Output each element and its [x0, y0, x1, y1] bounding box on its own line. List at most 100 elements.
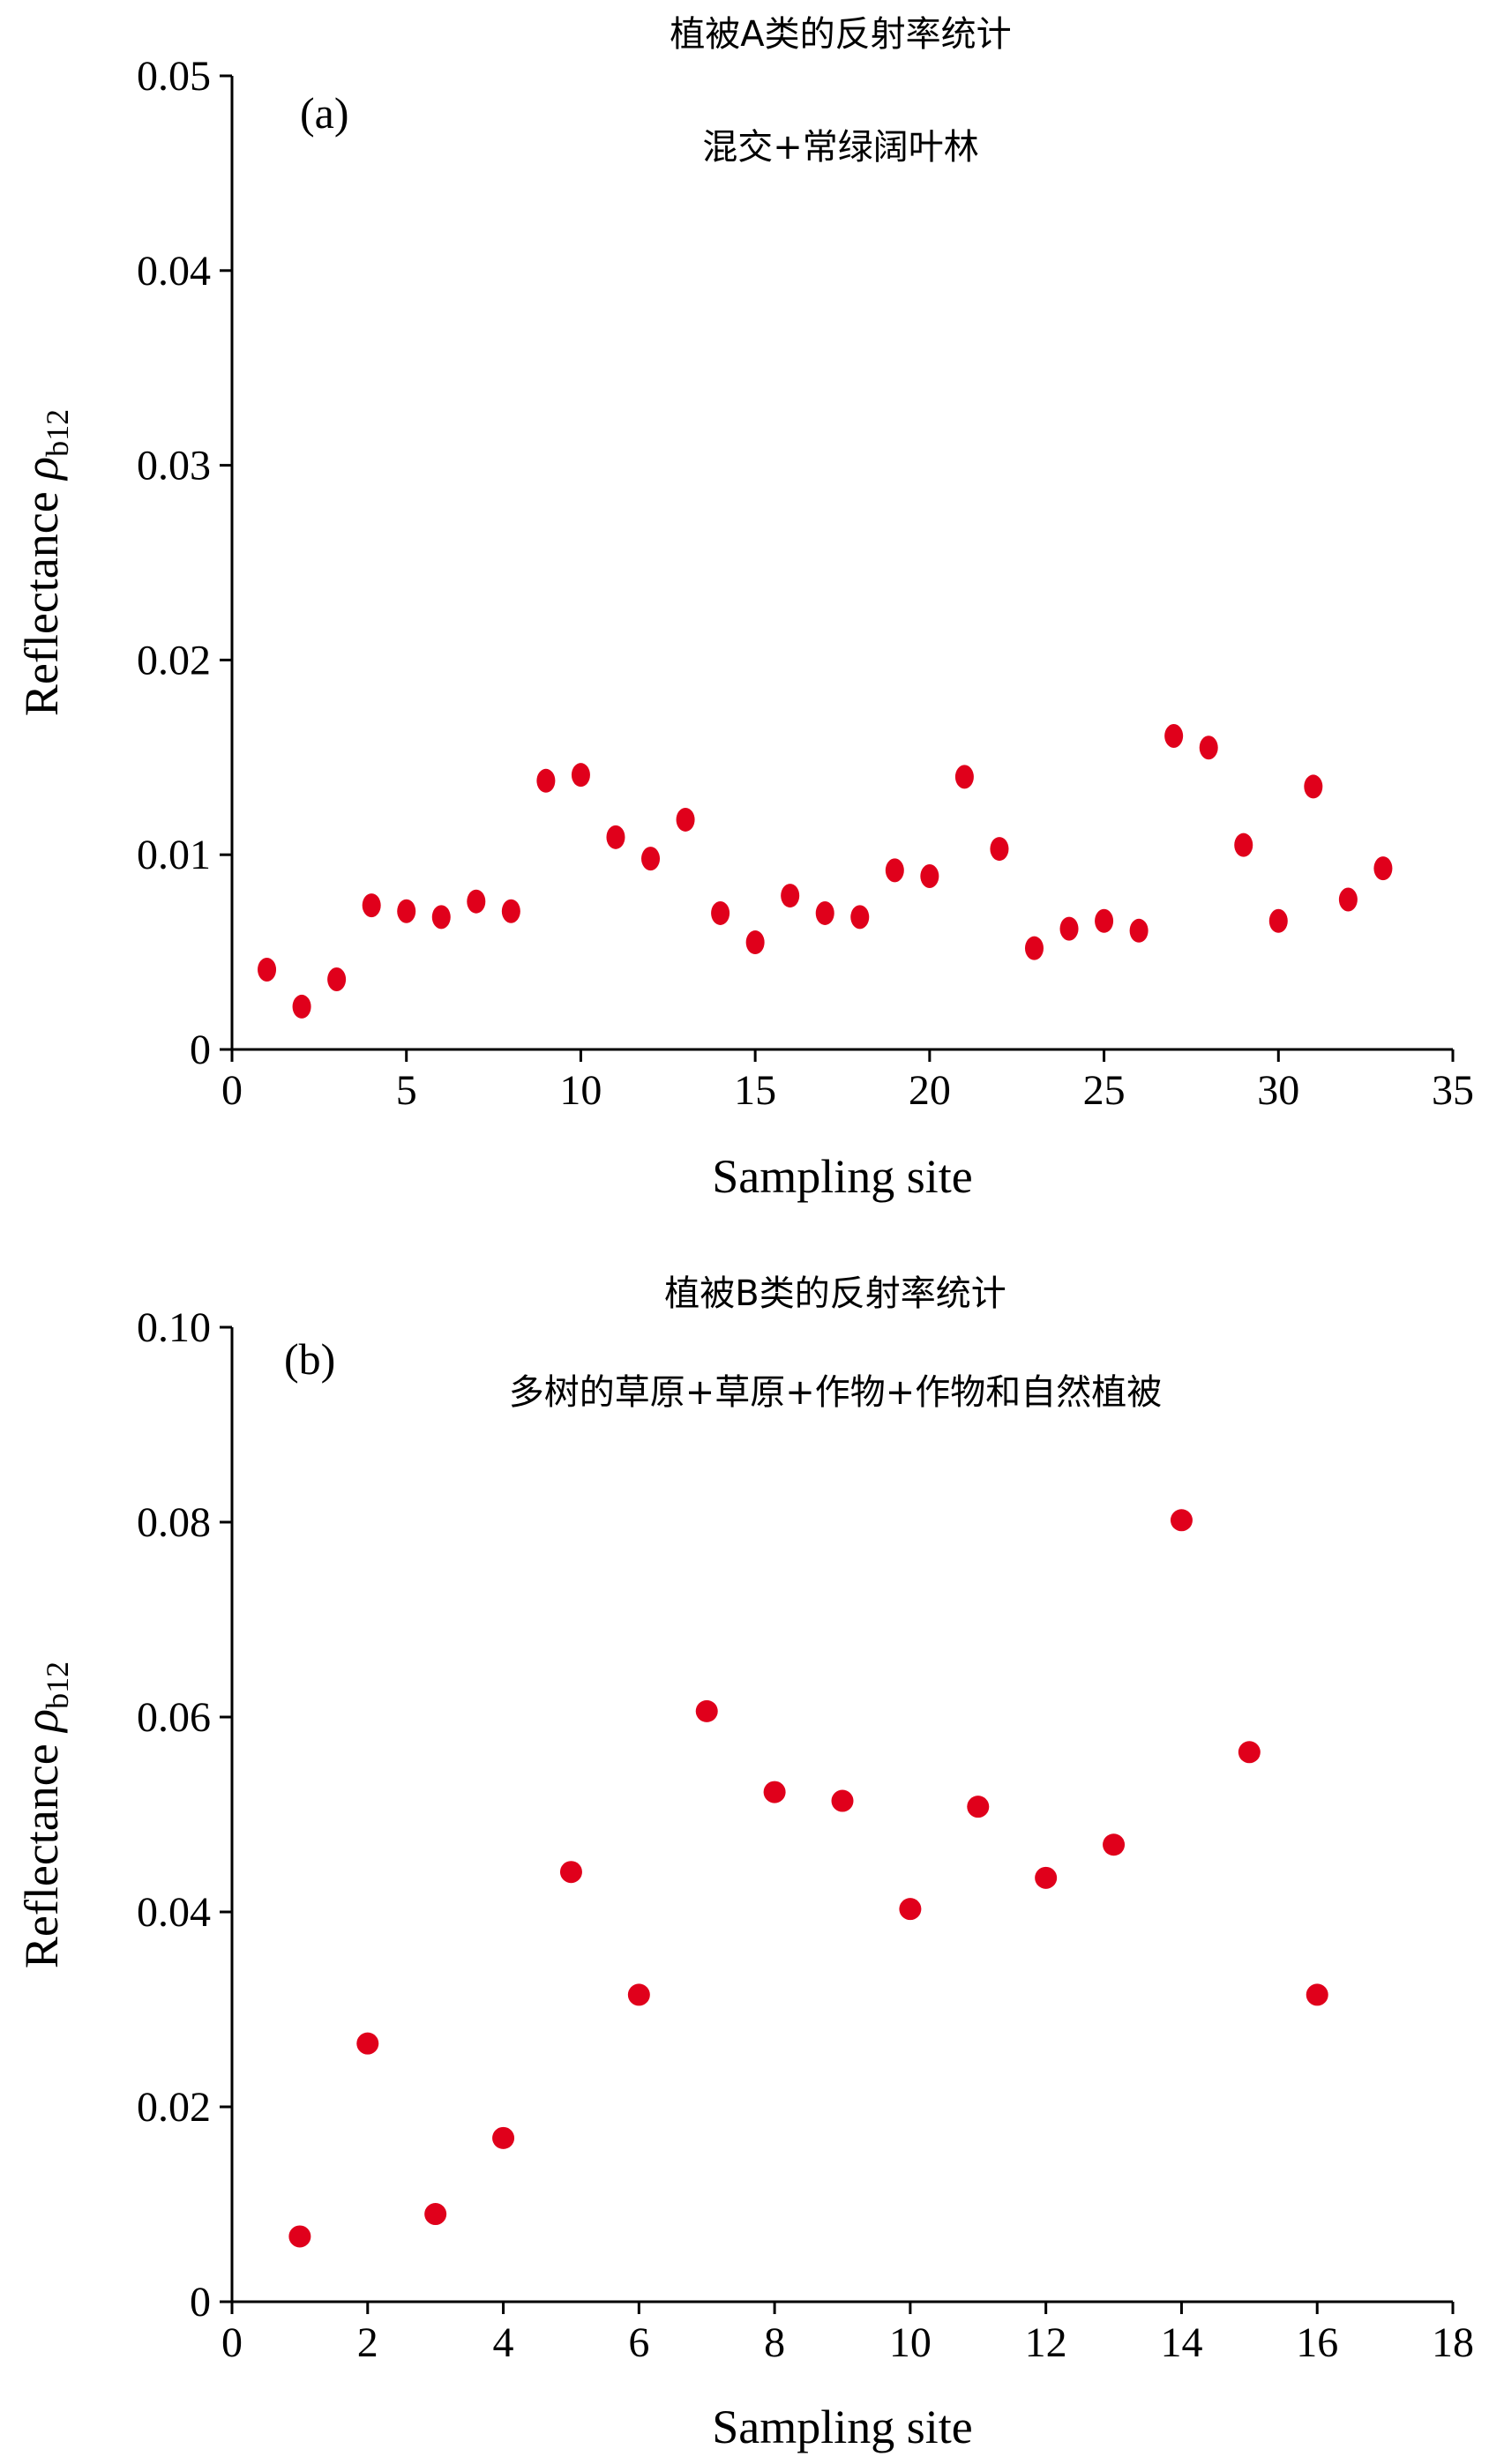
- panel-a-data-point: [815, 900, 834, 925]
- panel-a-y-ticks: 0 0.01 0.02 0.03 0.04 0.05: [137, 53, 232, 1073]
- panel-b-data-point: [899, 1898, 922, 1921]
- panel-a-data-point: [1024, 936, 1044, 960]
- panel-a-data-point: [292, 994, 311, 1019]
- panel-a-x-tick-label: 35: [1432, 1067, 1474, 1114]
- panel-a-y-tick-label: 0.02: [137, 637, 211, 683]
- panel-a-x-tick-label: 20: [909, 1067, 951, 1114]
- panel-a-y-axis-title-symbol: ρ: [15, 457, 68, 482]
- panel-a-data-point: [1095, 908, 1114, 933]
- panel-b-x-tick-label: 6: [628, 2319, 649, 2366]
- panel-b-x-tick-label: 14: [1160, 2319, 1202, 2366]
- panel-a-data-point: [397, 899, 416, 923]
- panel-a-data-point: [1338, 887, 1358, 912]
- chart-panel-b: 0 2 4 6 8 10 12 14 16 18 0 0.02 0.04 0.06 0.08 0.10 (b…: [15, 1273, 1474, 2453]
- panel-a-data-point: [1268, 908, 1288, 933]
- panel-b-subtitle-annotation: 多树的草原+草原+作物+作物和自然植被: [509, 1372, 1163, 1413]
- panel-a-x-tick-label: 5: [396, 1067, 417, 1114]
- panel-b-y-axis-title-subscript: b12: [40, 1661, 75, 1709]
- panel-b-x-tick-label: 10: [889, 2319, 932, 2366]
- panel-a-x-tick-label: 0: [221, 1067, 243, 1114]
- panel-a-label: (a): [300, 88, 349, 138]
- panel-a-data-point: [1129, 918, 1149, 943]
- panel-a-y-tick-label: 0.05: [137, 53, 211, 100]
- panel-a-data-point: [920, 863, 939, 888]
- panel-b-x-tick-label: 12: [1025, 2319, 1067, 2366]
- panel-a-data-point: [467, 889, 486, 914]
- panel-a-data-point: [885, 858, 904, 883]
- panel-a-data-point: [1304, 774, 1323, 799]
- panel-a-data-point: [571, 763, 590, 788]
- panel-b-y-ticks: 0 0.02 0.04 0.06 0.08 0.10: [137, 1304, 232, 2326]
- panel-a-subtitle-annotation: 混交+常绿阔叶林: [702, 127, 979, 168]
- panel-b-y-axis-title-symbol: ρ: [15, 1709, 68, 1734]
- panel-a-data-point: [1234, 833, 1253, 857]
- panel-b-points: [288, 1509, 1328, 2248]
- panel-a-data-point: [327, 967, 347, 992]
- panel-a-y-tick-label: 0: [190, 1027, 211, 1073]
- panel-b-data-point: [559, 1861, 582, 1884]
- panel-b-x-tick-label: 2: [357, 2319, 378, 2366]
- panel-b-data-point: [1170, 1509, 1193, 1532]
- panel-b-data-point: [1035, 1866, 1058, 1889]
- panel-b-data-point: [288, 2225, 311, 2248]
- panel-a-data-point: [850, 905, 870, 930]
- panel-b-y-tick-label: 0.08: [137, 1499, 211, 1546]
- panel-a-data-point: [1373, 856, 1393, 881]
- panel-b-data-point: [424, 2203, 447, 2226]
- panel-a-y-tick-label: 0.01: [137, 832, 211, 878]
- panel-b-x-tick-label: 0: [221, 2319, 243, 2366]
- panel-a-data-point: [1199, 735, 1218, 760]
- panel-b-data-point: [356, 2032, 379, 2055]
- panel-a-data-point: [676, 807, 695, 832]
- panel-b-data-point: [1306, 1983, 1328, 2006]
- panel-a-x-tick-label: 10: [559, 1067, 602, 1114]
- panel-a-y-tick-label: 0.03: [137, 443, 211, 489]
- panel-b-data-point: [831, 1789, 854, 1812]
- panel-b-y-tick-label: 0.10: [137, 1304, 211, 1351]
- panel-b-x-axis-title: Sampling site: [712, 2401, 973, 2453]
- panel-b-label: (b): [284, 1334, 335, 1384]
- panel-b-x-tick-label: 18: [1432, 2319, 1474, 2366]
- panel-a-data-point: [990, 837, 1009, 862]
- panel-a-data-point: [536, 768, 556, 793]
- panel-b-y-axis-title: Reflectance ρb12: [15, 1661, 75, 1968]
- panel-b-y-tick-label: 0.04: [137, 1889, 211, 1936]
- panel-a-data-point: [362, 893, 381, 918]
- panel-a-y-axis-title-subscript: b12: [40, 409, 75, 457]
- panel-a-y-tick-label: 0.04: [137, 248, 211, 295]
- panel-b-data-point: [763, 1781, 786, 1803]
- panel-b-x-ticks: 0 2 4 6 8 10 12 14 16 18: [221, 2302, 1474, 2366]
- panel-b-data-point: [492, 2126, 515, 2149]
- panel-a-data-point: [745, 930, 765, 955]
- panel-a-data-point: [431, 905, 451, 930]
- panel-a-data-point: [1164, 724, 1184, 749]
- panel-a-data-point: [954, 765, 974, 789]
- panel-b-x-tick-label: 16: [1296, 2319, 1338, 2366]
- panel-a-x-tick-label: 30: [1257, 1067, 1299, 1114]
- panel-a-data-point: [501, 899, 520, 923]
- panel-b-data-point: [967, 1796, 990, 1818]
- chart-panel-a: 0 5 10 15 20 25 30 35 0 0.01 0.02 0.03 0.04 0.05 (a)…: [15, 14, 1474, 1203]
- panel-b-title-annotation: 植被B类的反射率统计: [664, 1273, 1006, 1314]
- panel-a-x-axis-title: Sampling site: [712, 1150, 973, 1203]
- panel-b-data-point: [627, 1983, 650, 2006]
- panel-b-y-axis-title-main: Reflectance: [15, 1732, 68, 1968]
- panel-b-y-tick-label: 0.06: [137, 1694, 211, 1741]
- panel-a-x-tick-label: 25: [1083, 1067, 1126, 1114]
- panel-a-y-axis-title: Reflectance ρb12: [15, 409, 75, 716]
- panel-b-y-tick-label: 0.02: [137, 2084, 211, 2131]
- panel-a-data-point: [641, 847, 661, 871]
- panel-a-data-point: [1059, 916, 1079, 941]
- panel-a-data-point: [781, 884, 800, 908]
- panel-a-data-point: [711, 900, 730, 925]
- panel-a-title-annotation: 植被A类的反射率统计: [670, 14, 1011, 55]
- panel-b-data-point: [1103, 1833, 1126, 1856]
- panel-a-data-point: [258, 957, 277, 982]
- panel-a-points: [258, 724, 1393, 1019]
- panel-a-y-axis-title-main: Reflectance: [15, 480, 68, 716]
- panel-b-y-tick-label: 0: [190, 2279, 211, 2326]
- panel-b-x-tick-label: 8: [764, 2319, 785, 2366]
- panel-a-x-ticks: 0 5 10 15 20 25 30 35: [221, 1049, 1474, 1114]
